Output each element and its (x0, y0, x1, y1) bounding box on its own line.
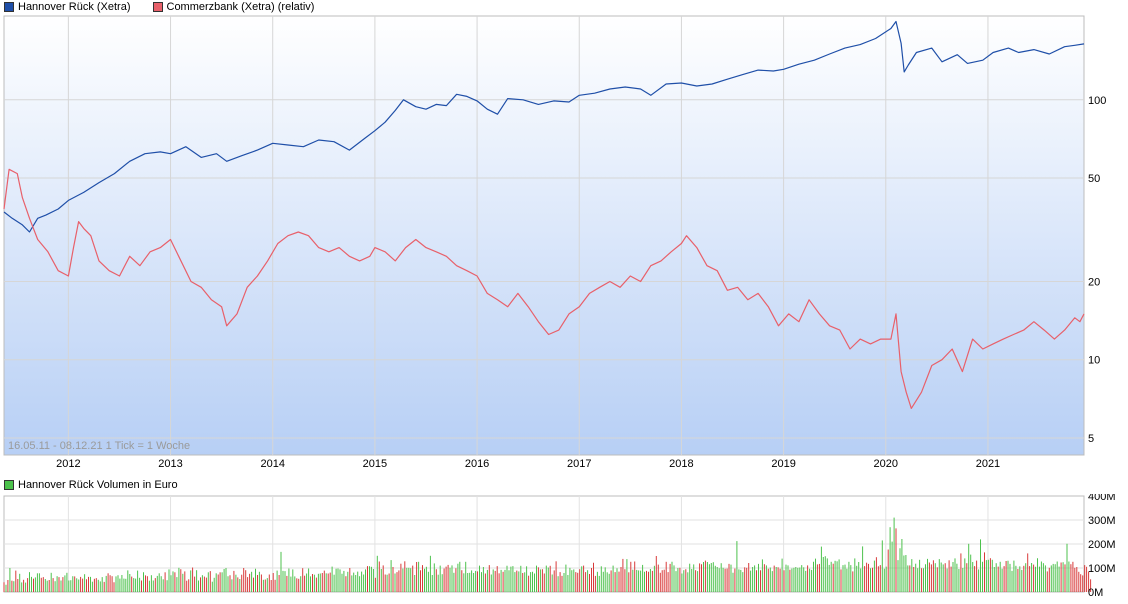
volume-chart: 0M 100M 200M 300M 400M (3, 494, 1116, 599)
x-tick-label-2019: 2019 (771, 458, 795, 470)
volume-y-tick-300M: 300M (1088, 515, 1116, 527)
x-tick-label-2013: 2013 (158, 458, 182, 470)
legend-label-commerzbank: Commerzbank (Xetra) (relativ) (166, 1, 315, 13)
legend-label-hannover: Hannover Rück (Xetra) (18, 1, 131, 13)
price-x-axis: 2012 2013 2014 2015 2016 2017 2018 2019 2020 2021 (56, 458, 1000, 470)
y-tick-label-50: 50 (1088, 173, 1100, 185)
x-tick-label-2020: 2020 (874, 458, 898, 470)
legend-item-volume: Hannover Rück Volumen in Euro (4, 479, 178, 491)
legend-swatch-commerzbank (152, 2, 163, 12)
series-line-commerzbank (3, 168, 1085, 409)
x-tick-label-2015: 2015 (363, 458, 387, 470)
x-tick-label-2014: 2014 (260, 458, 284, 470)
price-y-axis: 5 10 20 50 100 (1088, 95, 1106, 445)
volume-chart-title: Hannover Rück Volumen in Euro (18, 479, 178, 491)
volume-chart-legend: Hannover Rück Volumen in Euro (4, 478, 200, 492)
price-plot-area (3, 15, 1085, 456)
y-tick-label-20: 20 (1088, 276, 1100, 288)
legend-swatch-hannover (4, 2, 14, 12)
legend-item-commerzbank: Commerzbank (Xetra) (relativ) (152, 1, 315, 13)
volume-bars (3, 517, 1092, 592)
volume-y-tick-100M: 100M (1088, 563, 1116, 575)
y-tick-label-10: 10 (1088, 355, 1100, 367)
x-tick-label-2017: 2017 (567, 458, 591, 470)
x-tick-label-2021: 2021 (976, 458, 1000, 470)
volume-y-tick-200M: 200M (1088, 539, 1116, 551)
volume-y-axis: 0M 100M 200M 300M 400M (1088, 494, 1116, 599)
x-tick-label-2012: 2012 (56, 458, 80, 470)
x-tick-label-2016: 2016 (465, 458, 489, 470)
legend-swatch-volume (4, 480, 14, 490)
y-tick-label-100: 100 (1088, 95, 1106, 107)
price-series (3, 20, 1085, 409)
x-tick-label-2018: 2018 (669, 458, 693, 470)
y-tick-label-5: 5 (1088, 433, 1094, 445)
price-grid (4, 16, 1084, 455)
volume-y-tick-0M: 0M (1088, 587, 1103, 599)
volume-y-tick-400M: 400M (1088, 494, 1116, 503)
price-chart-legend: Hannover Rück (Xetra) Commerzbank (Xetra… (4, 0, 336, 14)
legend-item-hannover: Hannover Rück (Xetra) (4, 1, 131, 13)
period-note: 16.05.11 - 08.12.21 1 Tick = 1 Woche (8, 440, 190, 452)
series-line-hannover (3, 20, 1085, 233)
